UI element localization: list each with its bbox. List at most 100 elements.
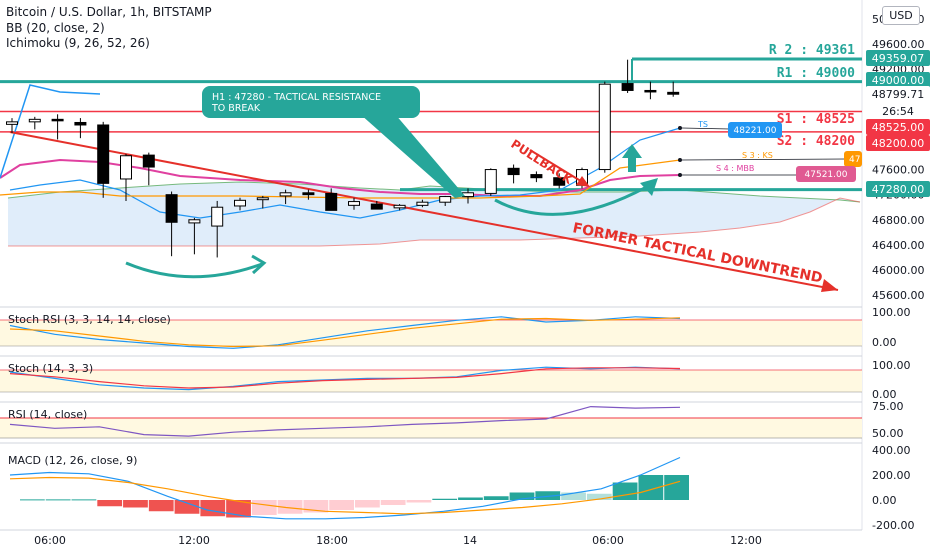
tenkan-line: [9, 127, 681, 219]
level-s1-label: S1 : 48525: [777, 112, 855, 127]
curved-arrow-right-head: [640, 178, 658, 196]
candle: [28, 118, 41, 123]
mbb-value-text: 47521.00: [805, 170, 848, 180]
price-axis-tick: 49600.00: [872, 38, 925, 51]
last-price-tag: 48799.71: [872, 88, 925, 101]
ichimoku-indicator-label[interactable]: Ichimoku (9, 26, 52, 26): [6, 36, 150, 50]
support-price-tag: 47280.00: [872, 183, 925, 196]
projection-dot: [678, 158, 682, 162]
ks-label: S 3 : KS: [742, 151, 773, 160]
candle: [393, 204, 406, 209]
last-price-tag-bg: [866, 86, 930, 102]
price-axis-tick: 46000.00: [872, 264, 925, 277]
ts-label: TS: [697, 120, 708, 129]
candle: [211, 206, 224, 227]
macd-histogram-bar: [148, 500, 174, 512]
bb-basis-line: [0, 158, 681, 197]
ks-value-text: 47: [849, 155, 860, 165]
macd-histogram-bar: [97, 500, 123, 507]
rsi-pane-title: RSI (14, close): [8, 408, 87, 421]
macd-axis-tick: -200.00: [872, 519, 914, 532]
s1-price-tag-bg: [866, 119, 930, 135]
macd-histogram-bar: [380, 500, 406, 505]
curved-arrow-left: [125, 261, 263, 279]
candle: [120, 155, 132, 180]
ichimoku-cloud: [8, 182, 860, 246]
projection-dot: [678, 126, 682, 130]
countdown-tag: 26:54: [882, 105, 914, 118]
pane-title: Stoch RSI (3, 3, 14, 14, close): [8, 313, 171, 326]
candle: [370, 203, 383, 210]
cloud-span-b-line: [8, 197, 861, 247]
bb-upper-line: [0, 84, 101, 179]
macd-axis-tick: 400.00: [872, 444, 911, 457]
candle: [644, 89, 657, 93]
candle: [530, 174, 543, 179]
chart-title: Bitcoin / U.S. Dollar, 1h, BITSTAMP: [6, 5, 212, 19]
macd-histogram-bar: [432, 498, 458, 500]
rsi-line: [9, 405, 681, 437]
level-s2-label: S2 : 48200: [777, 134, 855, 149]
macd-axis-tick: 0.00: [872, 494, 897, 507]
time-axis-tick: 12:00: [730, 534, 762, 547]
support-price-tag-bg: [866, 181, 930, 197]
candle: [416, 201, 429, 206]
macd-histogram-bar: [561, 492, 586, 500]
r1-price-tag-bg: [866, 72, 930, 88]
downtrend-arrowhead: [821, 279, 838, 292]
callout-pointer: [330, 114, 465, 198]
pane-series-line: [9, 316, 681, 349]
macd-histogram-bar: [329, 500, 354, 510]
currency-button[interactable]: USD: [882, 6, 920, 25]
pane-axis-tick: 0.00: [872, 388, 897, 401]
candle: [74, 121, 87, 126]
candle: [188, 219, 201, 224]
r1-price-tag: 49000.00: [872, 74, 925, 87]
time-axis-tick: 18:00: [316, 534, 348, 547]
pane-axis-tick: 100.00: [872, 359, 911, 372]
candle: [234, 199, 246, 207]
candle: [348, 201, 360, 206]
candle: [97, 124, 110, 184]
macd-histogram-bar: [174, 500, 200, 514]
projection-dot: [678, 173, 682, 177]
callout-text-line1: H1 : 47280 - TACTICAL RESISTANCE: [212, 92, 381, 103]
rsi-band: [0, 418, 862, 438]
price-axis-tick: 47600.00: [872, 164, 925, 177]
ks-pointer-line: [681, 158, 846, 161]
rsi-axis-tick: 75.00: [872, 400, 904, 413]
r2-price-tag: 49359.07: [872, 52, 925, 65]
macd-histogram-bar: [277, 500, 303, 514]
ks-value-tag: [844, 151, 862, 167]
countdown-tag-bg: [866, 103, 930, 119]
candle: [256, 197, 269, 201]
macd-histogram-bar: [535, 491, 561, 500]
macd-pane-title: MACD (12, 26, close, 9): [8, 454, 137, 467]
rsi-axis-tick: 50.00: [872, 427, 904, 440]
candle: [142, 154, 155, 168]
macd-histogram-bar: [664, 475, 689, 500]
macd-histogram-bar: [200, 500, 226, 517]
macd-histogram-bar: [251, 500, 277, 515]
up-arrow-shaft: [628, 158, 636, 172]
candle: [598, 83, 611, 171]
price-axis-tick: 46400.00: [872, 239, 925, 252]
macd-histogram-bar: [20, 499, 45, 501]
pullback-arrowhead: [576, 176, 590, 187]
price-axis-tick: 45600.00: [872, 289, 925, 302]
macd-histogram-bar: [586, 493, 612, 500]
candle: [165, 194, 178, 223]
level-r1-label: R1 : 49000: [777, 66, 855, 81]
candle: [439, 196, 452, 203]
macd-signal-line: [9, 476, 681, 515]
candle: [302, 192, 315, 196]
candle: [621, 83, 634, 91]
pullback-label: PULLBACK: [508, 137, 575, 187]
macd-axis-tick: 200.00: [872, 469, 911, 482]
candle: [667, 91, 680, 95]
bb-indicator-label[interactable]: BB (20, close, 2): [6, 21, 105, 35]
candle: [6, 121, 18, 125]
macd-histogram-bar: [483, 496, 509, 500]
s1-price-tag: 48525.00: [872, 121, 925, 134]
